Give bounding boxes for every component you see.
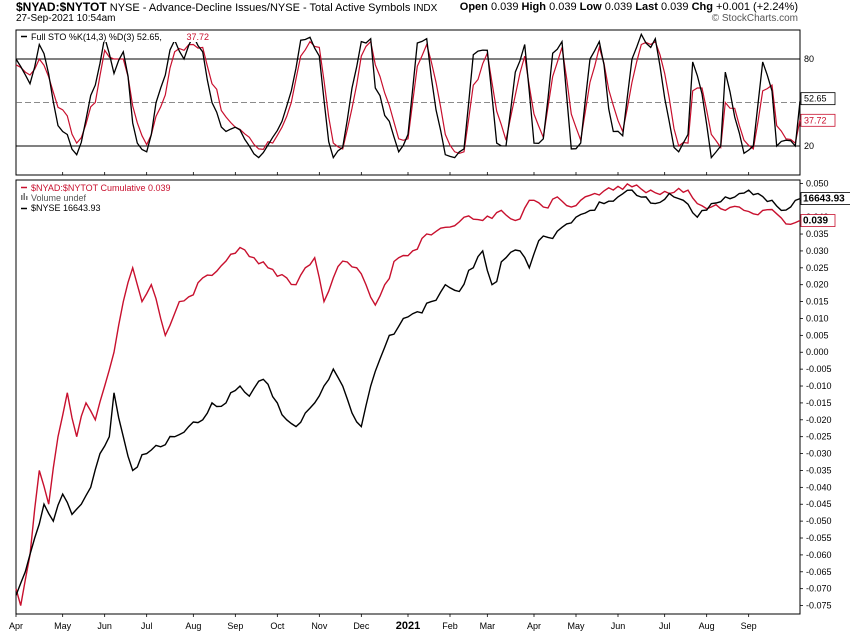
sto-last-value-box <box>800 113 836 127</box>
x-axis-label: Mar <box>480 621 496 631</box>
price-tick-label: -0.040 <box>806 482 832 492</box>
price-tick-label: -0.030 <box>806 449 832 459</box>
x-axis-label: May <box>567 621 585 631</box>
price-tick-label: -0.055 <box>806 533 832 543</box>
price-tick-label: -0.050 <box>806 516 832 526</box>
x-axis-label: Sep <box>227 621 243 631</box>
x-axis-label: Aug <box>185 621 201 631</box>
price-tick-label: -0.010 <box>806 381 832 391</box>
x-axis-label: Jun <box>97 621 112 631</box>
index-tag: INDX <box>413 3 438 14</box>
chg-label: Chg <box>691 1 713 13</box>
price-tick-label: -0.045 <box>806 499 832 509</box>
low-label: Low <box>579 1 602 13</box>
chg-value: +0.001 (+2.24%) <box>716 1 798 13</box>
price-tick-label: -0.035 <box>806 465 832 475</box>
x-axis-label: Jul <box>659 621 671 631</box>
sto-tick-label: 20 <box>804 141 814 151</box>
volume-legend-bar-2 <box>23 193 25 200</box>
high-value: 0.039 <box>549 1 577 13</box>
price-legend-text: $NYAD:$NYTOT Cumulative 0.039 <box>31 183 171 193</box>
price-tick-label: -0.025 <box>806 432 832 442</box>
price-tick-label: 0.000 <box>806 347 829 357</box>
stockcharts-credit: © StockCharts.com <box>711 13 798 24</box>
x-axis-label: Sep <box>741 621 757 631</box>
price-tick-label: -0.060 <box>806 550 832 560</box>
x-axis-label: May <box>54 621 72 631</box>
volume-legend-bar-1 <box>21 195 23 200</box>
high-label: High <box>521 1 546 13</box>
price-tick-label: 0.050 <box>806 178 829 188</box>
x-axis-label: Nov <box>311 621 328 631</box>
chart-datetime: 27-Sep-2021 10:54am <box>16 13 116 24</box>
price-tick-label: -0.070 <box>806 584 832 594</box>
sto-last-value-label: 37.72 <box>804 115 827 125</box>
chart-header-left: $NYAD:$NYTOT NYSE - Advance-Decline Issu… <box>16 0 437 16</box>
x-axis-label: Aug <box>699 621 715 631</box>
x-axis-label: Jun <box>611 621 626 631</box>
x-axis-label: Apr <box>9 621 23 631</box>
sto-last-value-box <box>800 92 836 106</box>
price-tick-label: -0.005 <box>806 364 832 374</box>
sto-legend-text: Full STO %K(14,3) %D(3) 52.65, <box>31 32 162 42</box>
open-label: Open <box>459 1 488 13</box>
symbol-description: NYSE - Advance-Decline Issues/NYSE - Tot… <box>109 2 411 14</box>
price-tick-label: 0.015 <box>806 297 829 307</box>
price-last-value-label: 16643.93 <box>803 194 845 205</box>
last-value: 0.039 <box>661 1 689 13</box>
sto-series-k-line <box>15 32 801 160</box>
quote-summary: Open 0.039 High 0.039 Low 0.039 Last 0.0… <box>460 0 798 14</box>
price-tick-label: 0.025 <box>806 263 829 273</box>
price-panel-frame <box>15 179 801 615</box>
price-last-value-label: 0.039 <box>803 216 828 227</box>
sto-legend-text: 37.72 <box>187 32 210 42</box>
price-tick-label: 0.005 <box>806 330 829 340</box>
cumulative-ad-line <box>15 182 801 606</box>
symbol-label: $NYAD:$NYTOT <box>16 0 107 14</box>
price-tick-label: 0.030 <box>806 246 829 256</box>
last-label: Last <box>635 1 658 13</box>
sto-legend-bg <box>19 31 264 42</box>
x-axis-label: Jul <box>141 621 153 631</box>
x-axis-label: 2021 <box>396 620 420 632</box>
price-tick-label: 0.020 <box>806 280 829 290</box>
x-axis-label: Apr <box>527 621 541 631</box>
low-value: 0.039 <box>604 1 633 13</box>
sto-series-d-line <box>15 40 801 155</box>
nyse-price-line <box>15 189 801 596</box>
price-last-value-box <box>800 192 850 205</box>
open-value: 0.039 <box>490 1 519 13</box>
price-legend-bg <box>19 181 224 214</box>
x-axis-label: Dec <box>353 621 370 631</box>
price-tick-label: -0.020 <box>806 415 832 425</box>
price-tick-label: -0.065 <box>806 567 832 577</box>
price-legend-text: $NYSE 16643.93 <box>31 203 101 213</box>
price-tick-label: 0.010 <box>806 313 829 323</box>
sto-last-value-label: 52.65 <box>804 94 827 104</box>
price-last-value-box <box>800 214 836 227</box>
price-tick-label: -0.075 <box>806 601 832 611</box>
x-axis-label: Feb <box>442 621 458 631</box>
price-tick-label: 0.035 <box>806 229 829 239</box>
price-tick-label: -0.015 <box>806 398 832 408</box>
x-axis-label: Oct <box>270 621 285 631</box>
sto-tick-label: 80 <box>804 54 814 64</box>
volume-legend-bar-3 <box>26 196 28 200</box>
price-legend-text: Volume undef <box>31 193 87 203</box>
